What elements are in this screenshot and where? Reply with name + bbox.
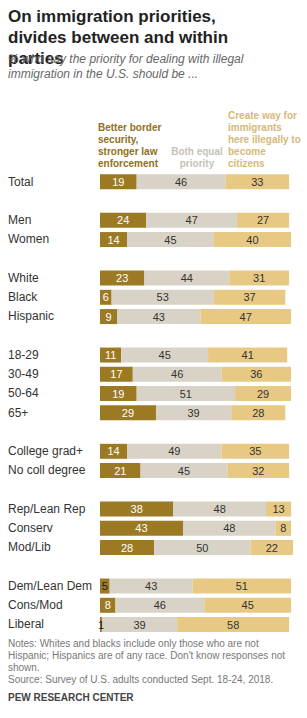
svg-text:50: 50 [196, 542, 208, 554]
svg-text:19: 19 [112, 176, 124, 188]
svg-text:Women: Women [8, 232, 49, 246]
svg-text:Liberal: Liberal [8, 617, 44, 631]
svg-text:Rep/Lean Rep: Rep/Lean Rep [8, 502, 86, 516]
svg-text:5: 5 [102, 580, 108, 592]
svg-text:30-49: 30-49 [8, 367, 39, 381]
svg-text:53: 53 [157, 291, 169, 303]
svg-text:White: White [8, 271, 39, 285]
svg-text:43: 43 [153, 311, 165, 323]
svg-text:43: 43 [135, 522, 147, 534]
svg-text:47: 47 [186, 214, 198, 226]
svg-text:27: 27 [257, 214, 269, 226]
svg-text:48: 48 [223, 522, 235, 534]
svg-text:50-64: 50-64 [8, 386, 39, 400]
svg-text:29: 29 [257, 388, 269, 400]
svg-text:37: 37 [243, 291, 255, 303]
svg-text:43: 43 [145, 580, 157, 592]
svg-text:11: 11 [105, 349, 116, 361]
svg-text:38: 38 [131, 503, 143, 515]
svg-text:23: 23 [116, 272, 128, 284]
svg-text:13: 13 [272, 503, 284, 515]
svg-text:1: 1 [98, 619, 104, 631]
svg-text:36: 36 [250, 368, 262, 380]
svg-text:46: 46 [154, 599, 166, 611]
svg-text:40: 40 [246, 234, 258, 246]
html-text:Better border security, strong: Better border security, stronger law enf… [98, 122, 162, 169]
svg-text:14: 14 [107, 234, 119, 246]
svg-text:9: 9 [106, 311, 112, 323]
svg-text:Conserv: Conserv [8, 521, 53, 535]
svg-text:Total: Total [8, 175, 33, 189]
svg-text:28: 28 [252, 407, 264, 419]
svg-text:31: 31 [253, 272, 265, 284]
svg-text:8: 8 [280, 522, 286, 534]
svg-text:28: 28 [121, 542, 133, 554]
svg-text:21: 21 [114, 465, 126, 477]
svg-text:45: 45 [159, 349, 171, 361]
svg-text:18-29: 18-29 [8, 348, 39, 362]
svg-text:Hispanic: Hispanic [8, 309, 54, 323]
svg-text:17: 17 [110, 368, 122, 380]
svg-text:29: 29 [122, 407, 134, 419]
svg-text:24: 24 [117, 214, 129, 226]
svg-text:Mod/Lib: Mod/Lib [8, 540, 51, 554]
svg-text:6: 6 [103, 291, 109, 303]
svg-text:8: 8 [105, 599, 111, 611]
svg-text:46: 46 [171, 368, 183, 380]
svg-text:35: 35 [249, 445, 261, 457]
html-text:Create way for immigrants here: Create way for immigrants here illegally… [228, 110, 301, 169]
svg-text:51: 51 [236, 580, 248, 592]
svg-text:Black: Black [8, 290, 38, 304]
html-text:On immigration priorities, div: On immigration priorities, divides betwe… [8, 7, 229, 68]
svg-text:65+: 65+ [8, 406, 28, 420]
svg-text:22: 22 [266, 542, 278, 554]
html-text:Source: Survey of U.S. adults: Source: Survey of U.S. adults conducted … [8, 674, 274, 685]
html-text:Both equal priority: Both equal priority [171, 146, 223, 169]
svg-text:Men: Men [8, 213, 31, 227]
svg-text:No coll degree: No coll degree [8, 463, 86, 477]
svg-text:45: 45 [242, 599, 254, 611]
svg-text:39: 39 [133, 619, 145, 631]
svg-text:33: 33 [251, 176, 263, 188]
svg-text:41: 41 [242, 349, 254, 361]
svg-text:College grad+: College grad+ [8, 444, 83, 458]
svg-text:48: 48 [214, 503, 226, 515]
svg-text:39: 39 [187, 407, 199, 419]
svg-text:44: 44 [181, 272, 193, 284]
html-text:% who say the priority for dea: % who say the priority for dealing with … [8, 52, 244, 81]
svg-text:19: 19 [112, 388, 124, 400]
svg-text:47: 47 [240, 311, 252, 323]
svg-text:14: 14 [107, 445, 119, 457]
svg-text:51: 51 [180, 388, 192, 400]
html-text:Notes: Whites and blacks inclu: Notes: Whites and blacks include only th… [8, 638, 285, 673]
svg-text:Dem/Lean Dem: Dem/Lean Dem [8, 579, 92, 593]
svg-text:32: 32 [252, 465, 264, 477]
svg-text:49: 49 [168, 445, 180, 457]
svg-text:46: 46 [175, 176, 187, 188]
svg-text:58: 58 [227, 619, 239, 631]
svg-text:45: 45 [164, 234, 176, 246]
html-text:PEW RESEARCH CENTER: PEW RESEARCH CENTER [8, 692, 134, 703]
svg-text:Cons/Mod: Cons/Mod [8, 598, 63, 612]
svg-text:45: 45 [178, 465, 190, 477]
